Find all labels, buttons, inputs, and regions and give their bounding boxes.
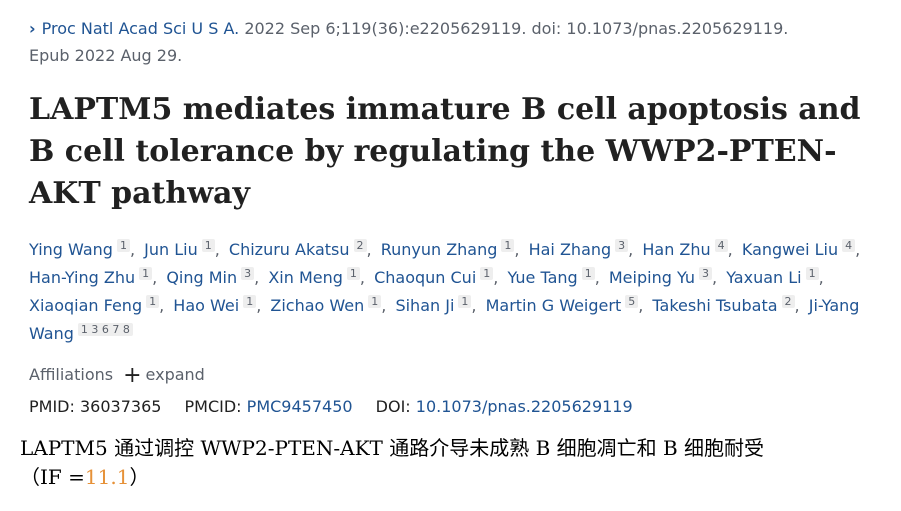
doi-link[interactable]: 10.1073/pnas.2205629119: [415, 397, 633, 416]
author-separator: ,: [628, 240, 634, 259]
citation-details: 2022 Sep 6;119(36):e2205629119. doi: 10.…: [244, 19, 789, 38]
affiliation-number[interactable]: 1: [116, 239, 130, 252]
chinese-summary: LAPTM5 通过调控 WWP2-PTEN-AKT 通路介导未成熟 B 细胞凋亡…: [20, 434, 880, 492]
author-separator: ,: [471, 296, 477, 315]
affiliation-number[interactable]: 1: [501, 239, 515, 252]
author-separator: ,: [855, 240, 861, 259]
affiliation-number[interactable]: 1: [368, 295, 382, 308]
author-link[interactable]: Qing Min: [166, 268, 238, 287]
author-link[interactable]: Han Zhu: [642, 240, 711, 259]
author-link[interactable]: Hai Zhang: [528, 240, 612, 259]
author-link[interactable]: Xiaoqian Feng: [29, 296, 143, 315]
affiliation-number[interactable]: 1: [201, 239, 215, 252]
author-link[interactable]: Ji-Yang Wang: [29, 296, 860, 343]
author-separator: ,: [381, 296, 387, 315]
author-link[interactable]: Ying Wang: [29, 240, 113, 259]
impact-factor-value: 11.1: [84, 465, 130, 489]
affiliation-number[interactable]: 3: [699, 267, 713, 280]
author-link[interactable]: Meiping Yu: [608, 268, 696, 287]
author-link[interactable]: Kangwei Liu: [741, 240, 839, 259]
affiliation-number[interactable]: 1: [346, 267, 360, 280]
author-separator: ,: [152, 268, 158, 287]
author-separator: ,: [254, 268, 260, 287]
journal-link[interactable]: Proc Natl Acad Sci U S A.: [41, 19, 240, 38]
affiliation-number[interactable]: 1: [480, 267, 494, 280]
chinese-title: LAPTM5 通过调控 WWP2-PTEN-AKT 通路介导未成熟 B 细胞凋亡…: [20, 436, 765, 460]
affiliation-number[interactable]: 1 3 6 7 8: [77, 323, 133, 336]
impact-factor-prefix: （IF =: [20, 465, 85, 489]
affiliations-row: Affiliations + expand: [29, 363, 205, 388]
author-separator: ,: [159, 296, 165, 315]
affiliation-number[interactable]: 3: [241, 267, 255, 280]
author-link[interactable]: Yue Tang: [507, 268, 578, 287]
author-link[interactable]: Hao Wei: [173, 296, 240, 315]
affiliation-number[interactable]: 1: [581, 267, 595, 280]
author-link[interactable]: Han-Ying Zhu: [29, 268, 136, 287]
affiliation-number[interactable]: 2: [353, 239, 367, 252]
author-link[interactable]: Zichao Wen: [270, 296, 365, 315]
author-link[interactable]: Chaoqun Cui: [374, 268, 477, 287]
author-link[interactable]: Martin G Weigert: [485, 296, 622, 315]
impact-factor-suffix: ）: [129, 465, 150, 489]
affiliation-number[interactable]: 4: [714, 239, 728, 252]
pmcid-label: PMCID:: [184, 397, 242, 416]
affiliation-number[interactable]: 2: [781, 295, 795, 308]
author-separator: ,: [594, 268, 600, 287]
doi-label: DOI:: [375, 397, 411, 416]
affiliations-label: Affiliations: [29, 365, 114, 384]
author-separator: ,: [129, 240, 136, 259]
affiliation-number[interactable]: 1: [805, 267, 819, 280]
pmid-label: PMID:: [29, 397, 75, 416]
affiliation-number[interactable]: 4: [842, 239, 856, 252]
author-separator: ,: [359, 268, 365, 287]
pmcid-link[interactable]: PMC9457450: [246, 397, 353, 416]
plus-icon[interactable]: +: [123, 363, 142, 388]
identifiers-row: PMID: 36037365 PMCID: PMC9457450 DOI: 10…: [29, 395, 633, 419]
affiliation-number[interactable]: 1: [243, 295, 257, 308]
author-separator: ,: [712, 268, 718, 287]
author-link[interactable]: Xin Meng: [268, 268, 343, 287]
author-separator: ,: [214, 240, 220, 259]
author-link[interactable]: Yaxuan Li: [726, 268, 802, 287]
author-link[interactable]: Chizuru Akatsu: [228, 240, 350, 259]
pmid-value: 36037365: [79, 397, 162, 416]
affiliation-number[interactable]: 1: [458, 295, 472, 308]
author-separator: ,: [366, 240, 372, 259]
author-list: Ying Wang 1, Jun Liu 1, Chizuru Akatsu 2, R…: [29, 236, 884, 348]
author-separator: ,: [727, 240, 733, 259]
affiliation-number[interactable]: 1: [139, 267, 153, 280]
affiliation-number[interactable]: 5: [625, 295, 639, 308]
author-separator: ,: [493, 268, 499, 287]
affiliation-number[interactable]: 1: [146, 295, 160, 308]
author-separator: ,: [256, 296, 262, 315]
affiliation-number[interactable]: 3: [615, 239, 629, 252]
author-separator: ,: [818, 268, 824, 287]
author-separator: ,: [794, 296, 800, 315]
epub-date: Epub 2022 Aug 29.: [29, 46, 183, 65]
chevron-right-icon[interactable]: ›: [29, 19, 36, 38]
citation-block: › Proc Natl Acad Sci U S A. 2022 Sep 6;11…: [29, 15, 879, 69]
article-title: LAPTM5 mediates immature B cell apoptosi…: [29, 92, 861, 211]
author-separator: ,: [514, 240, 520, 259]
author-link[interactable]: Sihan Ji: [395, 296, 455, 315]
author-link[interactable]: Jun Liu: [144, 240, 198, 259]
expand-affiliations-button[interactable]: expand: [145, 365, 205, 384]
author-separator: ,: [638, 296, 644, 315]
author-link[interactable]: Runyun Zhang: [380, 240, 498, 259]
author-link[interactable]: Takeshi Tsubata: [652, 296, 778, 315]
